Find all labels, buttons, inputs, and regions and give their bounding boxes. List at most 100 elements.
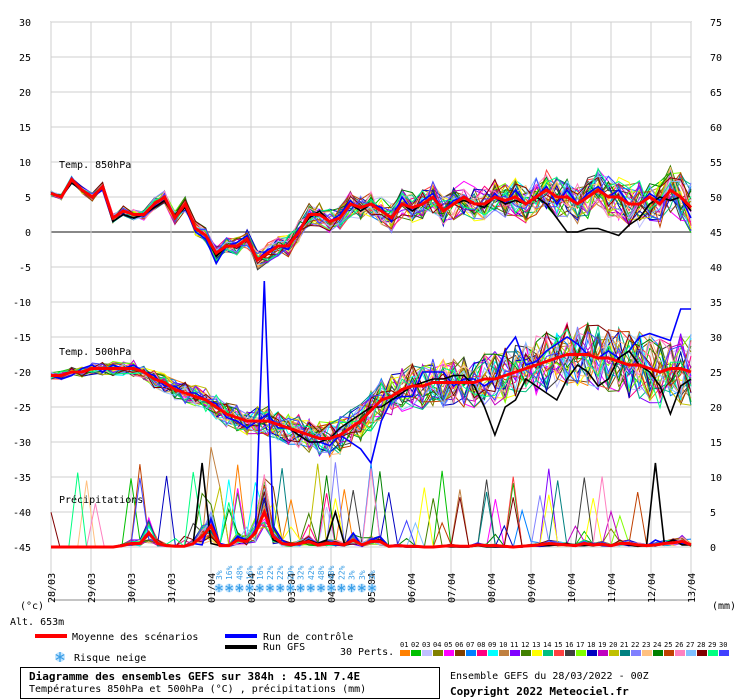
label-precip: Précipitations bbox=[59, 494, 143, 506]
snow-risk-item: 16% bbox=[245, 565, 255, 593]
pert-legend-id: 05 bbox=[444, 641, 452, 649]
snow-risk-percent: 3% bbox=[215, 570, 224, 580]
snow-risk-item: 22% bbox=[275, 565, 285, 593]
pert-legend-id: 15 bbox=[554, 641, 562, 649]
altitude-label: Alt. 653m bbox=[10, 617, 64, 628]
perts-legend: 01 02 03 04 05 06 07 08 09 10 11 12 13 14 15 16 17 18 19 20… bbox=[400, 641, 729, 656]
pert-legend-swatch bbox=[565, 650, 575, 656]
snow-risk-percent: 42% bbox=[307, 565, 316, 580]
left-tick-label: 25 bbox=[19, 53, 31, 64]
pert-legend-swatch bbox=[708, 650, 718, 656]
mean-t500-line bbox=[51, 353, 692, 440]
snow-risk-percent: 32% bbox=[297, 565, 306, 580]
snow-risk-percent: 3% bbox=[368, 570, 377, 580]
snow-risk-percent: 3% bbox=[358, 570, 367, 580]
snow-risk-percent: 22% bbox=[276, 565, 285, 580]
x-tick-label: 30/03 bbox=[127, 573, 138, 603]
pert-legend-swatch bbox=[543, 650, 553, 656]
left-tick-label: -10 bbox=[13, 298, 31, 309]
pert-legend-id: 25 bbox=[664, 641, 672, 649]
snow-risk-item: 22% bbox=[336, 565, 346, 593]
pert-legend-swatch bbox=[631, 650, 641, 656]
pert-legend-id: 11 bbox=[510, 641, 518, 649]
pert-legend-id: 29 bbox=[708, 641, 716, 649]
snow-risk-item: 3% bbox=[357, 570, 367, 593]
pert-legend-swatch bbox=[521, 650, 531, 656]
footer-box: Diagramme des ensembles GEFS sur 384h : … bbox=[20, 667, 440, 699]
legend-perts-label: 30 Perts. bbox=[340, 647, 394, 658]
pert-legend-swatch bbox=[675, 650, 685, 656]
snow-risk-item: 3% bbox=[367, 570, 377, 593]
x-tick-label: 31/03 bbox=[167, 573, 178, 603]
snow-risk-percent: 22% bbox=[337, 565, 346, 580]
right-tick-label: 55 bbox=[710, 158, 722, 169]
snowflake-strokes bbox=[347, 584, 356, 592]
pert-legend-id: 02 bbox=[411, 641, 419, 649]
pert-legend-swatch bbox=[653, 650, 663, 656]
pert-legend-swatch bbox=[697, 650, 707, 656]
pert-legend-swatch bbox=[554, 650, 564, 656]
left-tick-label: -25 bbox=[13, 403, 31, 414]
pert-legend-swatch bbox=[422, 650, 432, 656]
legend-gfs-label: Run GFS bbox=[263, 642, 305, 653]
left-tick-label: -30 bbox=[13, 438, 31, 449]
left-axis-unit: (°c) bbox=[20, 601, 44, 612]
snowflake-strokes bbox=[317, 584, 325, 592]
snowflake-icon bbox=[55, 652, 65, 662]
pert-t500-line bbox=[50, 331, 692, 457]
pert-legend-swatch bbox=[411, 650, 421, 656]
legend-mean-label: Moyenne des scénarios bbox=[72, 631, 198, 643]
snowflake-strokes bbox=[276, 584, 284, 592]
snow-risk-percent: 16% bbox=[225, 565, 234, 580]
pert-legend-id: 19 bbox=[598, 641, 606, 649]
right-tick-label: 20 bbox=[710, 403, 722, 414]
left-tick-label: -45 bbox=[13, 543, 31, 554]
snow-risk-item: 3% bbox=[214, 570, 224, 593]
snowflake-strokes bbox=[225, 584, 233, 592]
label-t850: Temp. 850hPa bbox=[59, 160, 131, 171]
right-tick-label: 15 bbox=[710, 438, 722, 449]
left-axis: 30 25 20 15 10 5 0 -5 -10 -15 -20 -25 -30 -35 -40 -45 bbox=[13, 18, 31, 554]
snow-risk-item: 22% bbox=[265, 565, 275, 593]
x-tick-label: 13/04 bbox=[687, 573, 698, 603]
left-tick-label: 0 bbox=[25, 228, 31, 239]
pert-legend-id: 18 bbox=[587, 641, 595, 649]
snow-risk-percent: 48% bbox=[327, 565, 336, 580]
x-tick-label: 07/04 bbox=[447, 573, 458, 603]
pert-legend-id: 13 bbox=[532, 641, 540, 649]
pert-legend-id: 06 bbox=[455, 641, 463, 649]
snow-risk-percent: 48% bbox=[317, 565, 326, 580]
snowflake-strokes bbox=[296, 584, 305, 592]
pert-legend-swatch bbox=[444, 650, 454, 656]
x-tick-label: 10/04 bbox=[567, 573, 578, 603]
left-tick-label: 20 bbox=[19, 88, 31, 99]
right-tick-label: 5 bbox=[710, 508, 716, 519]
pert-legend-swatch bbox=[609, 650, 619, 656]
right-tick-label: 50 bbox=[710, 193, 722, 204]
snowflake-strokes bbox=[286, 584, 295, 592]
left-tick-label: 10 bbox=[19, 158, 31, 169]
pert-legend-id: 09 bbox=[488, 641, 496, 649]
pert-t500-line bbox=[50, 323, 692, 443]
footer-copyright: Copyright 2022 Meteociel.fr bbox=[450, 685, 629, 698]
snowflake-strokes bbox=[245, 584, 254, 592]
snowflake-strokes bbox=[266, 584, 274, 592]
pert-legend-swatch bbox=[598, 650, 608, 656]
pert-legend-id: 21 bbox=[620, 641, 628, 649]
snowflake-strokes bbox=[327, 584, 335, 592]
legend-snow-label: Risque neige bbox=[74, 653, 146, 664]
mean-t850-line bbox=[50, 177, 693, 263]
right-tick-label: 40 bbox=[710, 263, 722, 274]
right-tick-label: 10 bbox=[710, 473, 722, 484]
pert-legend-id: 04 bbox=[433, 641, 441, 649]
snowflake-strokes bbox=[235, 584, 244, 592]
snow-risk-item: 48% bbox=[234, 565, 244, 593]
right-tick-label: 75 bbox=[710, 18, 722, 29]
x-tick-label: 11/04 bbox=[607, 573, 618, 603]
x-tick-label: 01/04 bbox=[207, 573, 218, 603]
pert-legend-id: 30 bbox=[719, 641, 727, 649]
right-tick-label: 25 bbox=[710, 368, 722, 379]
snow-risk-item: 48% bbox=[316, 565, 326, 593]
